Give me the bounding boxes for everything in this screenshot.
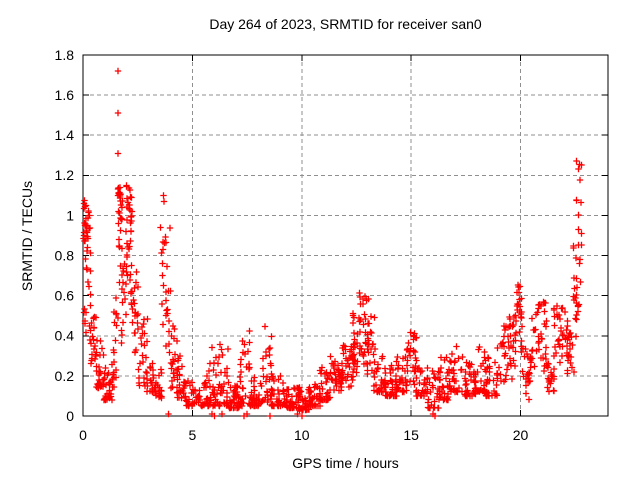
y-tick-label: 0.4	[55, 328, 75, 344]
y-tick-label: 0.6	[55, 288, 75, 304]
x-tick-label: 5	[188, 427, 196, 443]
x-tick-label: 15	[403, 427, 419, 443]
x-tick-label: 10	[294, 427, 310, 443]
scatter-points	[80, 67, 585, 420]
x-tick-label: 20	[513, 427, 529, 443]
x-axis-label: GPS time / hours	[292, 455, 399, 471]
y-tick-label: 0.8	[55, 247, 75, 263]
y-tick-label: 1.8	[55, 47, 75, 63]
chart-title: Day 264 of 2023, SRMTID for receiver san…	[209, 16, 482, 32]
y-tick-label: 0.2	[55, 368, 75, 384]
y-tick-label: 1.4	[55, 127, 75, 143]
y-tick-label: 1.6	[55, 87, 75, 103]
y-tick-label: 1	[66, 207, 74, 223]
y-tick-label: 1.2	[55, 167, 75, 183]
y-tick-label: 0	[66, 408, 74, 424]
x-tick-label: 0	[79, 427, 87, 443]
